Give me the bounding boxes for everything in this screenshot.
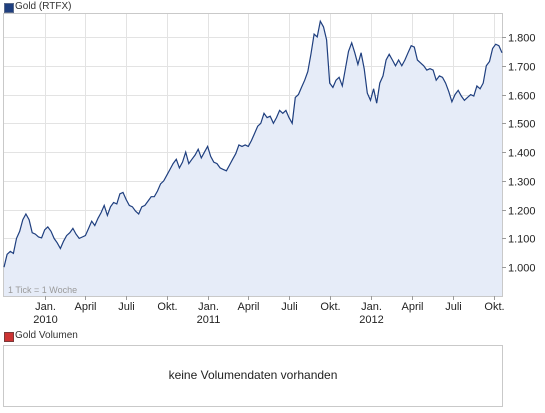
volume-panel: keine Volumendaten vorhanden xyxy=(3,345,503,407)
y-tick-label: 1.600 xyxy=(508,91,536,103)
x-tick-label: Juli xyxy=(118,301,135,313)
x-tick-label: April xyxy=(401,301,423,313)
y-tick-label: 1.400 xyxy=(508,148,536,160)
price-area-fill xyxy=(4,21,502,296)
x-tick-label: Okt. xyxy=(484,301,504,313)
y-tick-label: 1.800 xyxy=(508,33,536,45)
y-axis-ticks: 1.000 1.100 1.200 1.300 1.400 1.500 1.600 1.700… xyxy=(502,33,536,275)
x-tick-year-label: 2011 xyxy=(197,314,221,326)
x-tick-label: April xyxy=(74,301,96,313)
price-legend-swatch xyxy=(4,3,14,13)
price-series-line xyxy=(3,19,503,268)
y-tick-label: 1.100 xyxy=(508,234,536,246)
volume-empty-message: keine Volumendaten vorhanden xyxy=(168,368,338,382)
x-tick-label: Jan. xyxy=(361,301,382,313)
y-tick-label: 1.300 xyxy=(508,177,536,189)
x-tick-label: Juli xyxy=(281,301,298,313)
y-tick-label: 1.500 xyxy=(508,119,536,131)
x-tick-year-label: 2012 xyxy=(359,314,383,326)
x-tick-label: April xyxy=(237,301,259,313)
x-tick-year-label: 2010 xyxy=(33,314,57,326)
x-tick-label: Okt. xyxy=(320,301,340,313)
price-chart[interactable]: 1.000 1.100 1.200 1.300 1.400 1.500 1.600 1.700… xyxy=(0,0,545,330)
volume-legend-label: Gold Volumen xyxy=(15,330,78,341)
y-tick-label: 1.200 xyxy=(508,206,536,218)
price-legend-label: Gold (RTFX) xyxy=(15,1,72,12)
y-tick-label: 1.000 xyxy=(508,263,536,275)
volume-legend-swatch xyxy=(4,332,14,342)
x-tick-label: Jan. xyxy=(35,301,56,313)
x-tick-label: Jan. xyxy=(198,301,219,313)
y-tick-label: 1.700 xyxy=(508,62,536,74)
tick-note: 1 Tick = 1 Woche xyxy=(8,285,77,295)
x-tick-label: Juli xyxy=(445,301,462,313)
x-tick-label: Okt. xyxy=(157,301,177,313)
